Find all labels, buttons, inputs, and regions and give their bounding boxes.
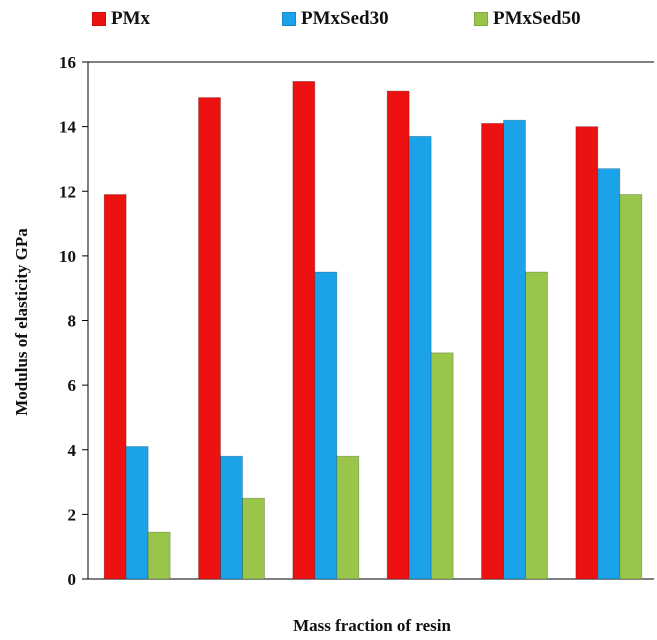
y-tick-label: 10 (59, 247, 76, 266)
y-tick-label: 0 (68, 570, 77, 589)
bar-pmxsed50-1 (147, 531, 171, 580)
legend-swatch-pmxsed30 (282, 12, 296, 26)
bar-pmxsed50-6 (619, 194, 643, 580)
bar-pmxsed30-3 (314, 271, 338, 580)
y-tick-label: 8 (68, 312, 77, 331)
legend-item-pmx: PMx (92, 8, 150, 30)
legend-label-pmxsed30: PMxSed30 (301, 8, 389, 29)
x-axis-title: Mass fraction of resin (293, 616, 451, 635)
bar-pmxsed50-4 (430, 352, 454, 580)
legend-label-pmx: PMx (111, 8, 151, 29)
bar-pmx-1 (103, 194, 127, 580)
legend-item-pmxsed50: PMxSed50 (474, 8, 581, 30)
y-ticks: 0 2 4 6 8 10 12 14 16 (59, 53, 88, 589)
bar-pmx-6 (575, 126, 599, 580)
y-axis-title: Modulus of elasticity GPa (12, 228, 31, 416)
bar-pmxsed50-3 (336, 455, 360, 580)
y-tick-label: 14 (59, 118, 77, 137)
bar-pmx-2 (198, 97, 221, 580)
legend-label-pmxsed50: PMxSed50 (493, 8, 581, 29)
bar-pmxsed30-6 (597, 168, 621, 580)
bar-pmxsed50-2 (242, 497, 265, 580)
axes (87, 61, 654, 580)
bar-pmxsed30-2 (220, 455, 243, 580)
legend-swatch-pmx (92, 12, 106, 26)
y-tick-label: 12 (59, 182, 76, 201)
bar-pmxsed30-1 (125, 446, 149, 580)
legend-swatch-pmxsed50 (474, 12, 488, 26)
bar-pmxsed50-5 (525, 271, 548, 580)
bar-pmx-4 (386, 90, 410, 580)
y-tick-label: 2 (68, 505, 77, 524)
bar-pmxsed30-4 (408, 135, 432, 580)
legend-item-pmxsed30: PMxSed30 (282, 8, 389, 30)
bars (103, 80, 643, 580)
bar-pmxsed30-5 (503, 119, 526, 580)
bar-pmx-3 (292, 80, 316, 580)
bar-pmx-5 (481, 122, 504, 580)
y-tick-label: 4 (68, 441, 77, 460)
y-tick-label: 16 (59, 53, 76, 72)
y-tick-label: 6 (68, 376, 77, 395)
